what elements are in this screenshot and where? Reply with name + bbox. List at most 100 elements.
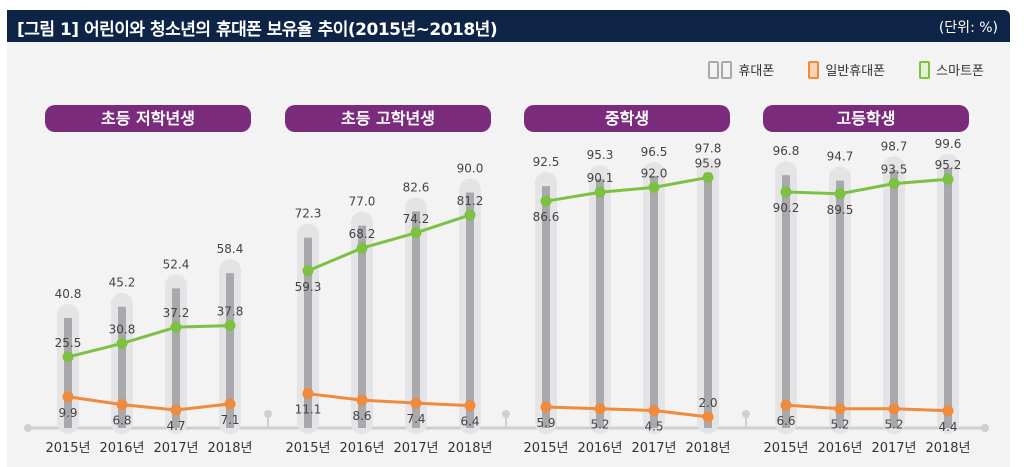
bar-value-label: 95.3 [587,148,614,162]
legend-item-mobile: 휴대폰 [708,60,774,79]
feature-phone-value-label: 5.2 [884,418,903,432]
point-smartphone [224,320,236,332]
point-feature-phone [942,405,954,417]
point-smartphone [888,178,900,190]
point-smartphone [780,186,792,198]
line-feature-phone [545,405,709,419]
smartphone-value-label: 81.2 [457,194,484,208]
smartphone-value-label: 90.1 [587,171,614,185]
legend-label: 일반휴대폰 [825,64,886,79]
bar-value-label: 98.7 [881,139,908,153]
axis-end-dot [24,424,32,432]
bar-mobile-phone [542,186,550,428]
legend-item-smartphone: 스마트폰 [919,60,984,79]
bar-mobile-phone [650,175,658,428]
point-smartphone [540,195,552,207]
feature-phone-value-label: 6.8 [112,414,131,428]
feature-phone-value-label: 5.2 [830,418,849,432]
x-tick-label: 2017년 [153,441,198,456]
feature-phone-value-label: 5.9 [536,416,555,430]
feature-phone-value-label: 7.4 [406,412,425,426]
legend-item-feature-phone: 일반휴대폰 [808,60,885,79]
bar-value-label: 90.0 [457,162,484,176]
feature-phone-value-label: 4.7 [166,419,185,433]
bar-value-label: 45.2 [109,276,136,290]
point-feature-phone [540,401,552,413]
legend-label: 휴대폰 [738,64,775,79]
point-feature-phone [116,399,128,411]
point-feature-phone [356,394,368,406]
x-tick-label: 2017년 [871,441,916,456]
bar-value-label: 72.3 [295,207,322,221]
point-smartphone [116,337,128,349]
bar-value-label: 40.8 [55,287,82,301]
point-feature-phone [224,398,236,410]
point-feature-phone [834,403,846,415]
point-smartphone [702,171,714,183]
line-smartphone [545,175,709,203]
feature-phone-value-label: 6.6 [776,414,795,428]
x-tick-label: 2016년 [817,441,862,456]
smartphone-value-label: 90.2 [773,201,800,215]
group-header-high-school: 고등학생 [763,105,969,132]
x-tick-label: 2016년 [339,441,384,456]
axis-end-dot [981,424,989,432]
bar-value-label: 77.0 [349,195,376,209]
bar-value-label: 58.4 [217,242,244,256]
smartphone-value-label: 95.9 [695,156,722,170]
point-feature-phone [594,403,606,415]
smartphone-value-label: 74.2 [403,212,430,226]
feature-phone-value-label: 2.0 [698,396,717,410]
feature-phone-value-label: 6.4 [460,415,479,429]
x-tick-label: 2018년 [447,441,492,456]
bar-value-label: 96.8 [773,144,800,158]
line-smartphone [307,213,471,273]
line-feature-phone [67,395,231,412]
point-smartphone [170,321,182,333]
legend: 휴대폰 일반휴대폰 스마트폰 [708,60,984,79]
smartphone-value-label: 95.2 [935,158,962,172]
group-separator-dot [742,410,750,418]
group-separator-dot [264,410,272,418]
feature-phone-value-label: 9.9 [58,406,77,420]
bar-mobile-phone [836,180,844,428]
point-smartphone [594,186,606,198]
smartphone-value-label: 86.6 [533,210,560,224]
chart-title: [그림 1] 어린이와 청소년의 휴대폰 보유율 추이(2015년~2018년) [17,20,498,40]
bar-mobile-phone [890,170,898,428]
point-smartphone [62,351,74,363]
smartphone-value-label: 93.5 [881,163,908,177]
x-tick-label: 2015년 [45,441,90,456]
bar-mobile-phone [358,225,366,428]
x-tick-label: 2017년 [393,441,438,456]
point-smartphone [834,188,846,200]
bar-value-label: 96.5 [641,145,668,159]
point-feature-phone [648,405,660,417]
line-feature-phone [785,403,949,413]
bar-mobile-phone [226,273,234,428]
bar-mobile-phone [466,192,474,428]
feature-phone-value-label: 5.2 [590,418,609,432]
x-tick-label: 2018년 [685,441,730,456]
feature-phone-icon [808,60,820,79]
bar-value-label: 82.6 [403,180,430,194]
point-feature-phone [170,404,182,416]
bar-mobile-phone [118,306,126,428]
line-feature-phone [307,392,471,408]
point-smartphone [356,242,368,254]
x-tick-label: 2015년 [523,441,568,456]
feature-phone-value-label: 4.4 [938,420,957,434]
point-smartphone [942,173,954,185]
x-tick-label: 2015년 [763,441,808,456]
smartphone-value-label: 37.2 [163,306,190,320]
smartphone-value-label: 68.2 [349,227,376,241]
x-tick-label: 2017년 [631,441,676,456]
group-header-middle-school: 중학생 [524,105,730,132]
smartphone-value-label: 25.5 [55,336,82,350]
feature-phone-value-label: 11.1 [295,403,322,417]
point-feature-phone [62,391,74,403]
unit-label: (단위: %) [938,20,998,36]
group-header-lower-elementary: 초등 저학년생 [45,105,251,132]
point-smartphone [410,227,422,239]
